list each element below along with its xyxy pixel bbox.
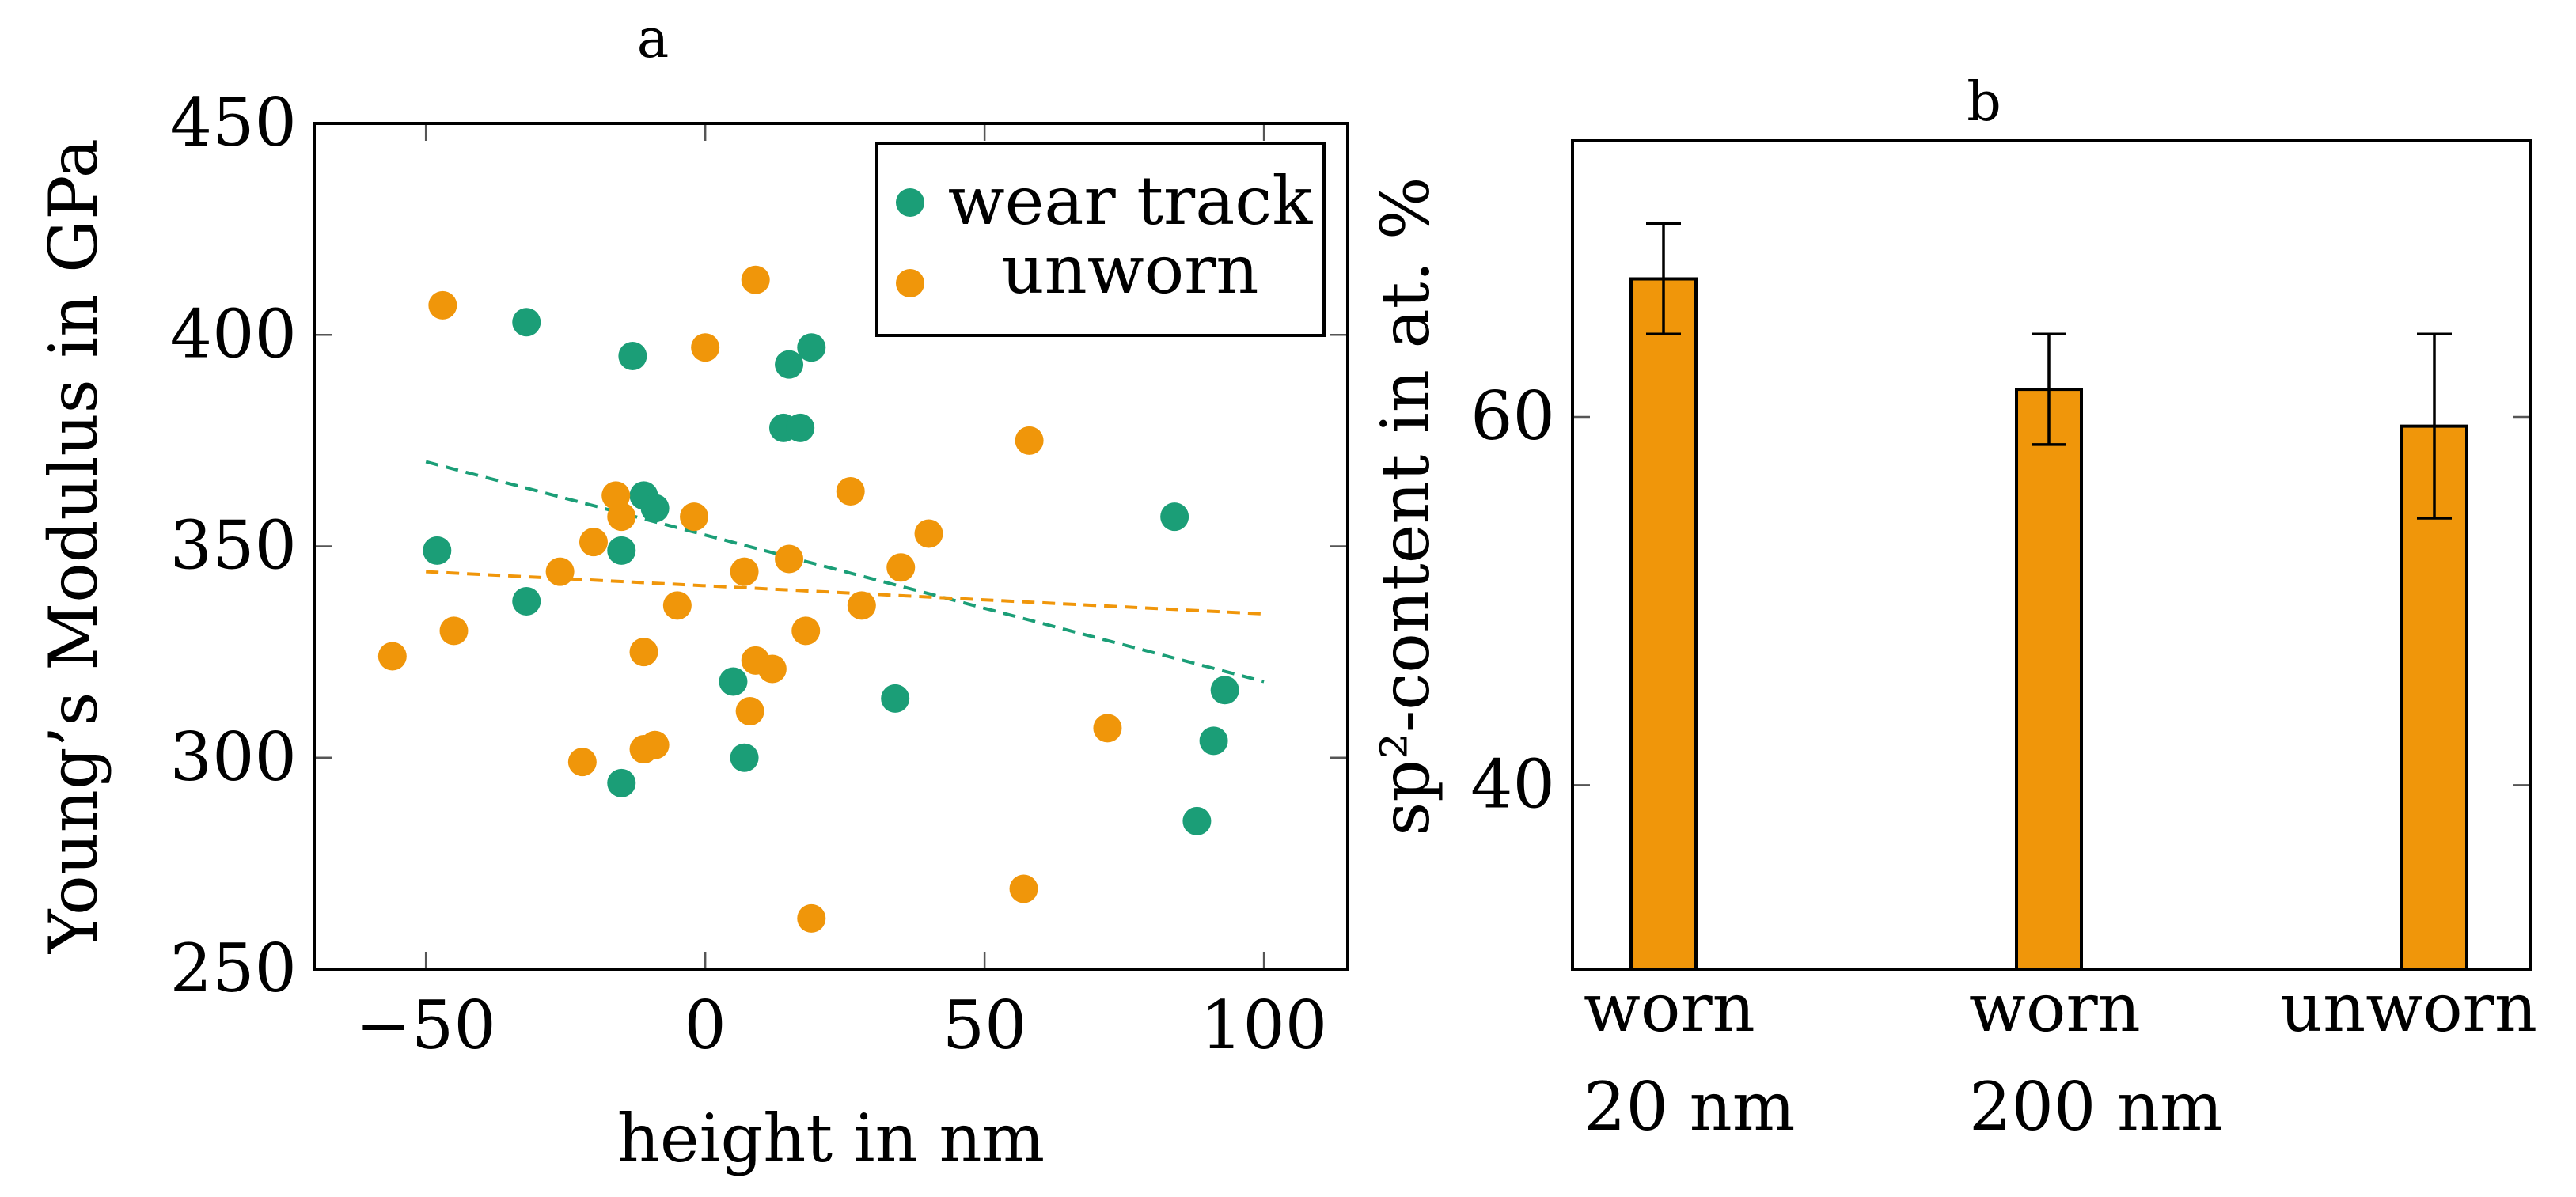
trendline-wear-track xyxy=(425,460,1265,684)
point-wear-track xyxy=(730,743,759,772)
point-unworn xyxy=(439,616,469,646)
point-unworn xyxy=(377,642,407,671)
bar xyxy=(2400,424,2468,971)
y-tick-label: 250 xyxy=(170,930,297,1007)
point-wear-track xyxy=(640,494,670,523)
point-unworn xyxy=(680,502,709,532)
point-wear-track xyxy=(607,768,636,797)
category-label: 20 nm xyxy=(1584,1068,1795,1146)
point-unworn xyxy=(741,265,770,294)
legend-marker-unworn xyxy=(896,269,924,297)
y-tick-label: 40 xyxy=(1470,745,1555,823)
chart-b-category-labels: worn 20 nm worn 200 nm unworn xyxy=(1584,969,2537,1146)
point-wear-track xyxy=(797,333,826,362)
bar xyxy=(1629,277,1698,971)
point-wear-track xyxy=(1160,502,1189,532)
chart-a-y-axis-title: Young’s Modulus in GPa xyxy=(35,138,112,954)
y-tick-label: 450 xyxy=(170,84,297,161)
legend-marker-wear-track xyxy=(896,188,924,217)
x-tick-label: −50 xyxy=(356,987,496,1064)
chart-a-legend: wear track unworn xyxy=(875,142,1326,337)
y-tick-label: 300 xyxy=(170,718,297,796)
category-label: worn xyxy=(1584,969,1755,1047)
point-wear-track xyxy=(786,413,815,442)
point-unworn xyxy=(629,638,658,667)
point-wear-track xyxy=(775,350,804,379)
chart-b-title: b xyxy=(1967,71,2001,134)
chart-a-tick-labels: −50 0 50 100 250 300 350 400 450 xyxy=(170,84,1328,1064)
point-unworn xyxy=(730,557,759,586)
point-unworn xyxy=(579,528,608,557)
point-wear-track xyxy=(1210,676,1239,705)
category-label: worn xyxy=(1969,969,2141,1047)
y-tick-label: 60 xyxy=(1470,377,1555,455)
point-unworn xyxy=(1015,426,1044,455)
bar-chart-b: b 40 60 worn 20 nm worn 200 nm unworn sp²-con… xyxy=(1367,71,2537,1146)
point-wear-track xyxy=(1182,806,1212,835)
chart-b-y-axis-title: sp²-content in at. % xyxy=(1367,176,1444,835)
point-unworn xyxy=(775,544,804,574)
x-tick-label: 100 xyxy=(1201,987,1327,1064)
point-wear-track xyxy=(618,341,647,370)
trendline-unworn xyxy=(426,570,1265,616)
point-unworn xyxy=(1009,874,1038,903)
bar xyxy=(2015,388,2083,972)
chart-a-x-axis-title: height in nm xyxy=(617,1100,1045,1177)
point-unworn xyxy=(847,591,876,620)
point-wear-track xyxy=(1199,726,1228,756)
legend-label-unworn: unworn xyxy=(1002,231,1259,309)
legend-label-wear-track: wear track xyxy=(948,162,1314,240)
chart-b-tick-labels: 40 60 xyxy=(1470,377,1555,823)
legend-box xyxy=(875,142,1326,337)
point-wear-track xyxy=(512,586,541,616)
chart-b-ticks xyxy=(1573,415,2530,786)
point-unworn xyxy=(791,616,821,646)
point-unworn xyxy=(662,591,692,620)
point-unworn xyxy=(914,519,943,548)
point-unworn xyxy=(886,553,916,582)
point-unworn xyxy=(640,730,670,759)
point-unworn xyxy=(797,903,826,933)
point-unworn xyxy=(567,748,597,777)
chart-a-trendlines xyxy=(425,460,1265,684)
point-unworn xyxy=(607,502,636,532)
category-label: 200 nm xyxy=(1969,1068,2223,1146)
category-label: unworn xyxy=(2280,969,2537,1047)
y-tick-label: 350 xyxy=(170,507,297,585)
chart-a-title: a xyxy=(637,8,670,70)
point-wear-track xyxy=(719,667,748,696)
y-tick-label: 400 xyxy=(170,295,297,373)
point-unworn xyxy=(545,557,575,586)
point-unworn xyxy=(757,654,787,684)
point-unworn xyxy=(836,477,865,506)
x-tick-label: 50 xyxy=(943,987,1027,1064)
point-unworn xyxy=(428,290,457,320)
point-unworn xyxy=(735,696,764,725)
point-wear-track xyxy=(512,308,541,337)
point-wear-track xyxy=(607,536,636,565)
chart-a-points xyxy=(377,265,1239,933)
point-unworn xyxy=(691,333,720,362)
chart-b-plot-frame xyxy=(1571,139,2532,971)
point-wear-track xyxy=(423,536,452,565)
x-tick-label: 0 xyxy=(684,987,726,1064)
chart-a-plot-frame xyxy=(313,122,1349,971)
point-wear-track xyxy=(881,684,910,713)
chart-b-error-bars xyxy=(1646,222,2452,520)
point-unworn xyxy=(1093,714,1122,743)
